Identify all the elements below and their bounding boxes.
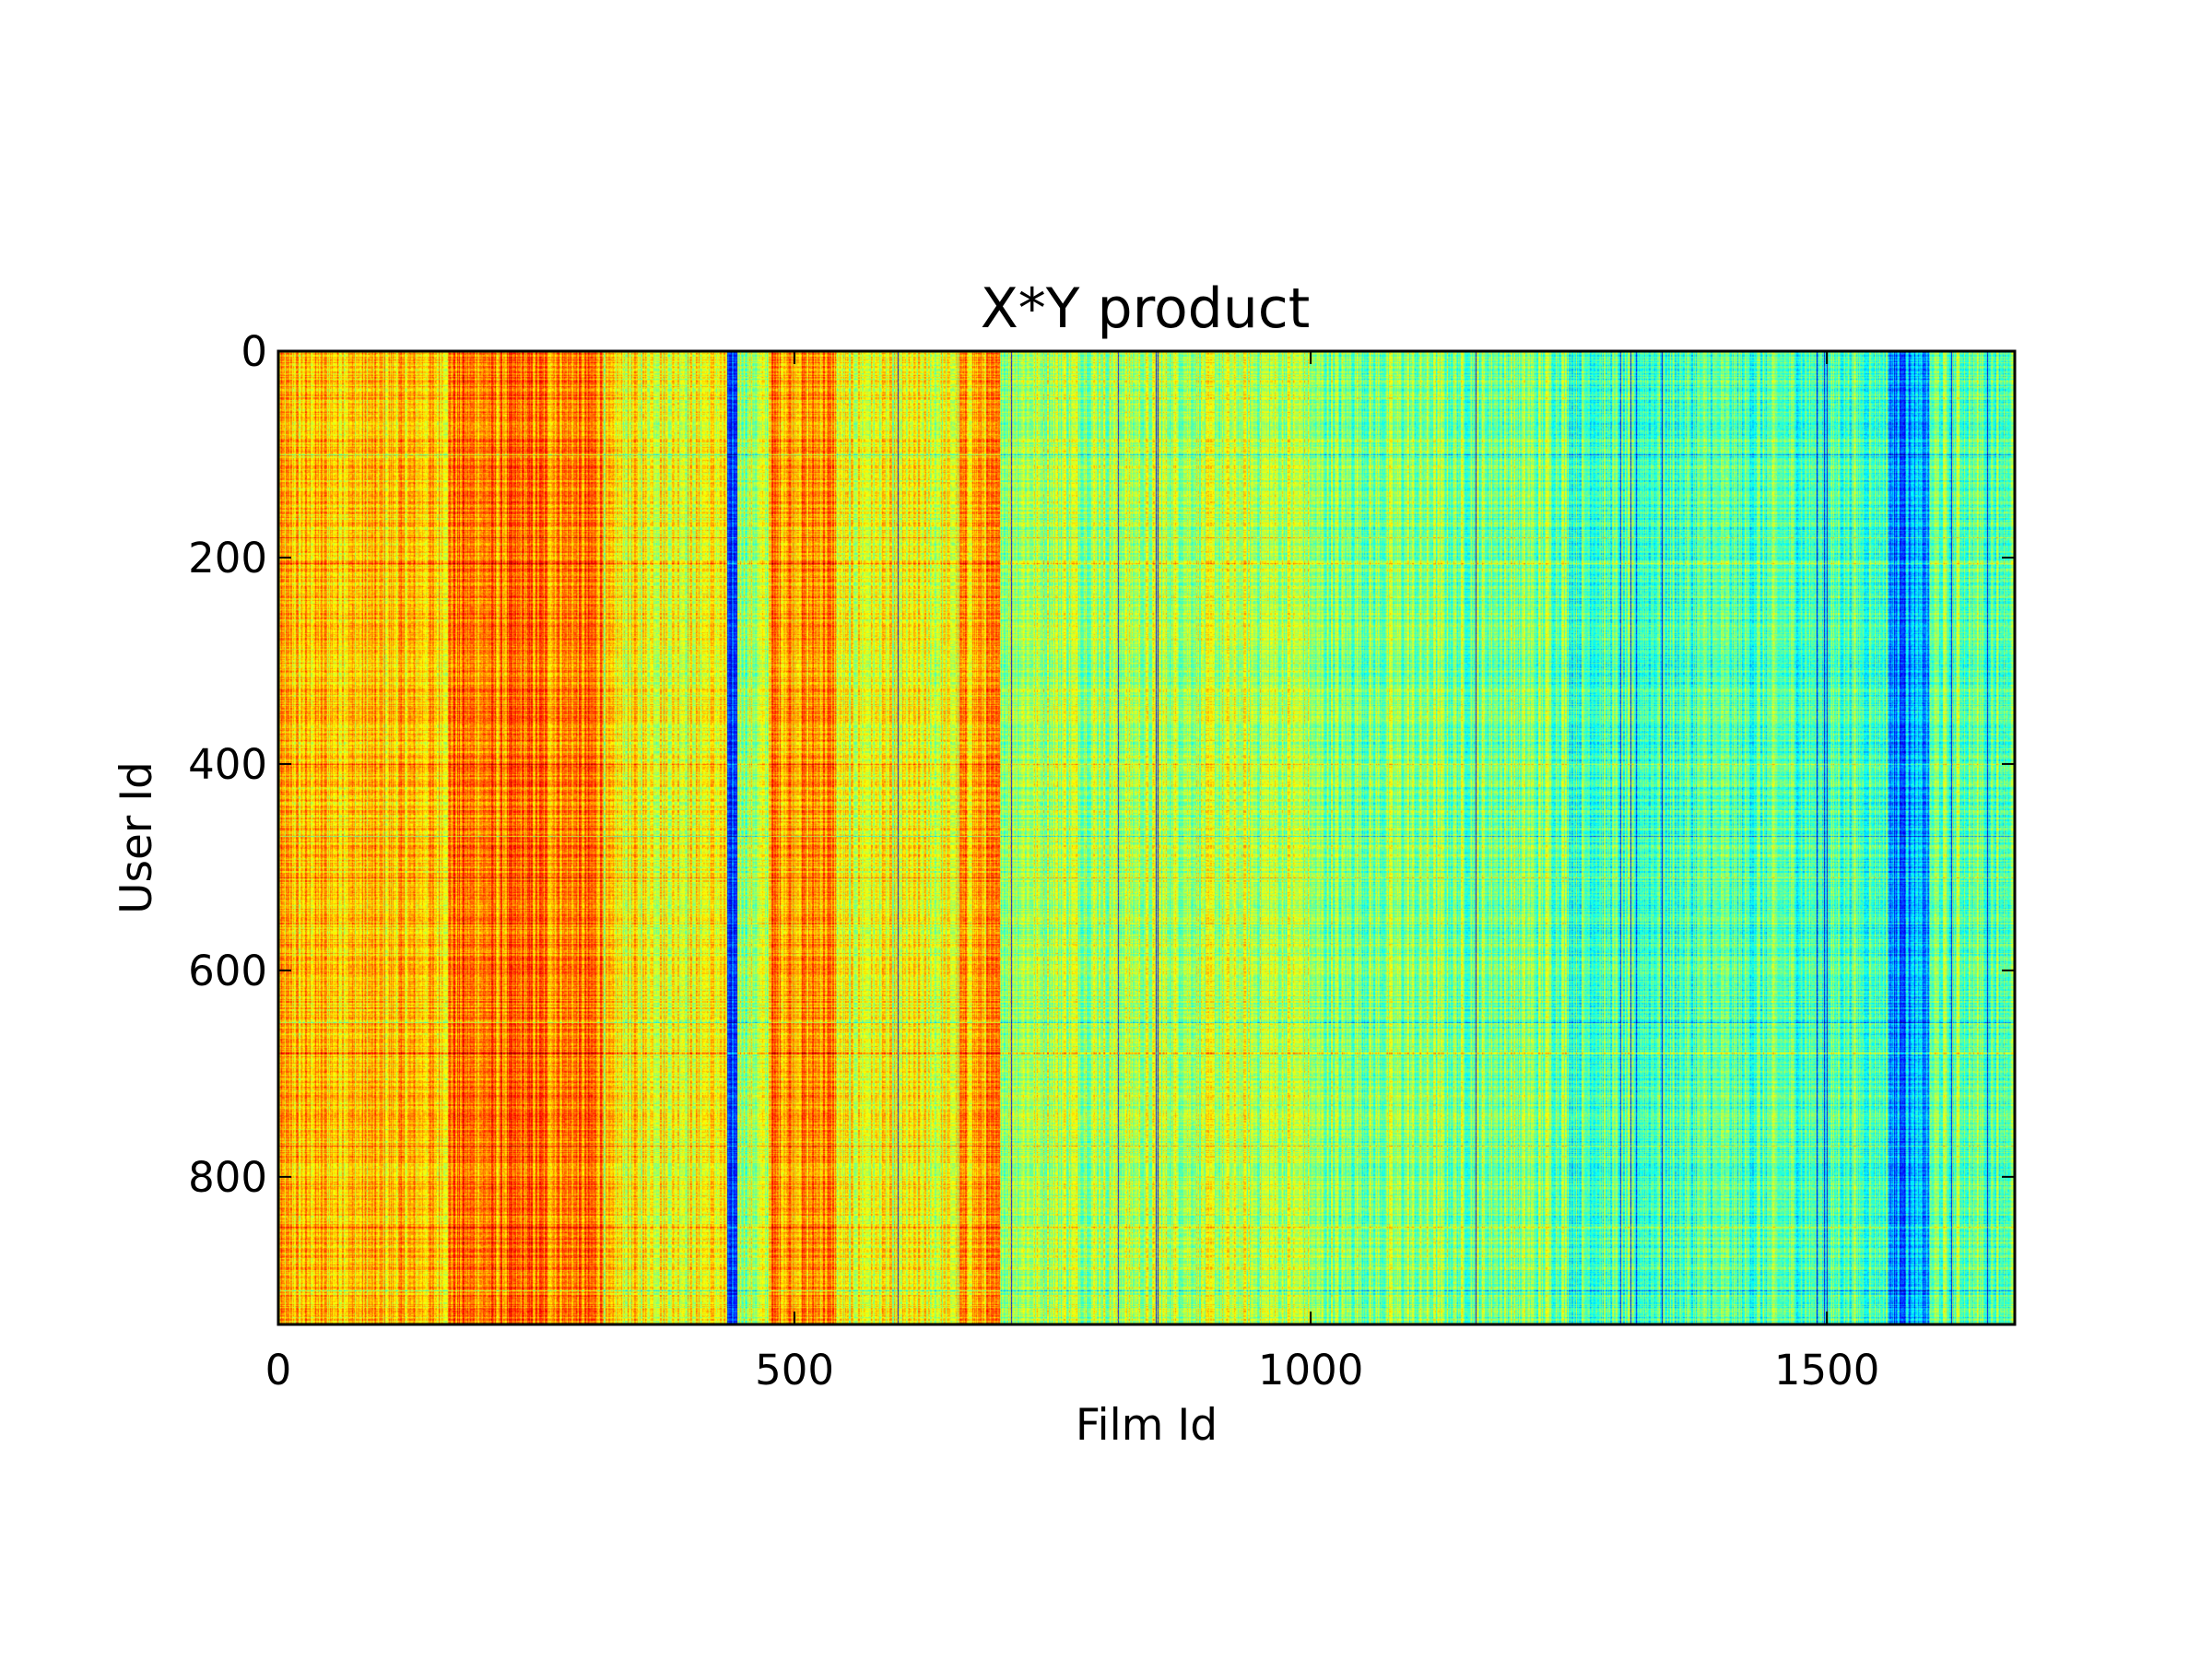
x-tick-label: 1000	[1258, 1346, 1364, 1394]
x-tick-label: 1500	[1774, 1346, 1880, 1394]
x-tick-label: 500	[755, 1346, 834, 1394]
plot-frame	[278, 351, 2015, 1324]
y-axis-label: User Id	[112, 761, 162, 914]
ticks: 0 500 1000 1500 0 200 400 600 800	[188, 327, 2015, 1394]
y-tick-label: 800	[188, 1153, 267, 1202]
y-tick-label: 600	[188, 947, 267, 995]
y-tick-label: 0	[241, 327, 267, 376]
y-tick-label: 200	[188, 534, 267, 582]
y-tick-label: 400	[188, 740, 267, 789]
x-axis-label: Film Id	[1076, 1400, 1218, 1451]
x-tick-label: 0	[265, 1346, 292, 1394]
